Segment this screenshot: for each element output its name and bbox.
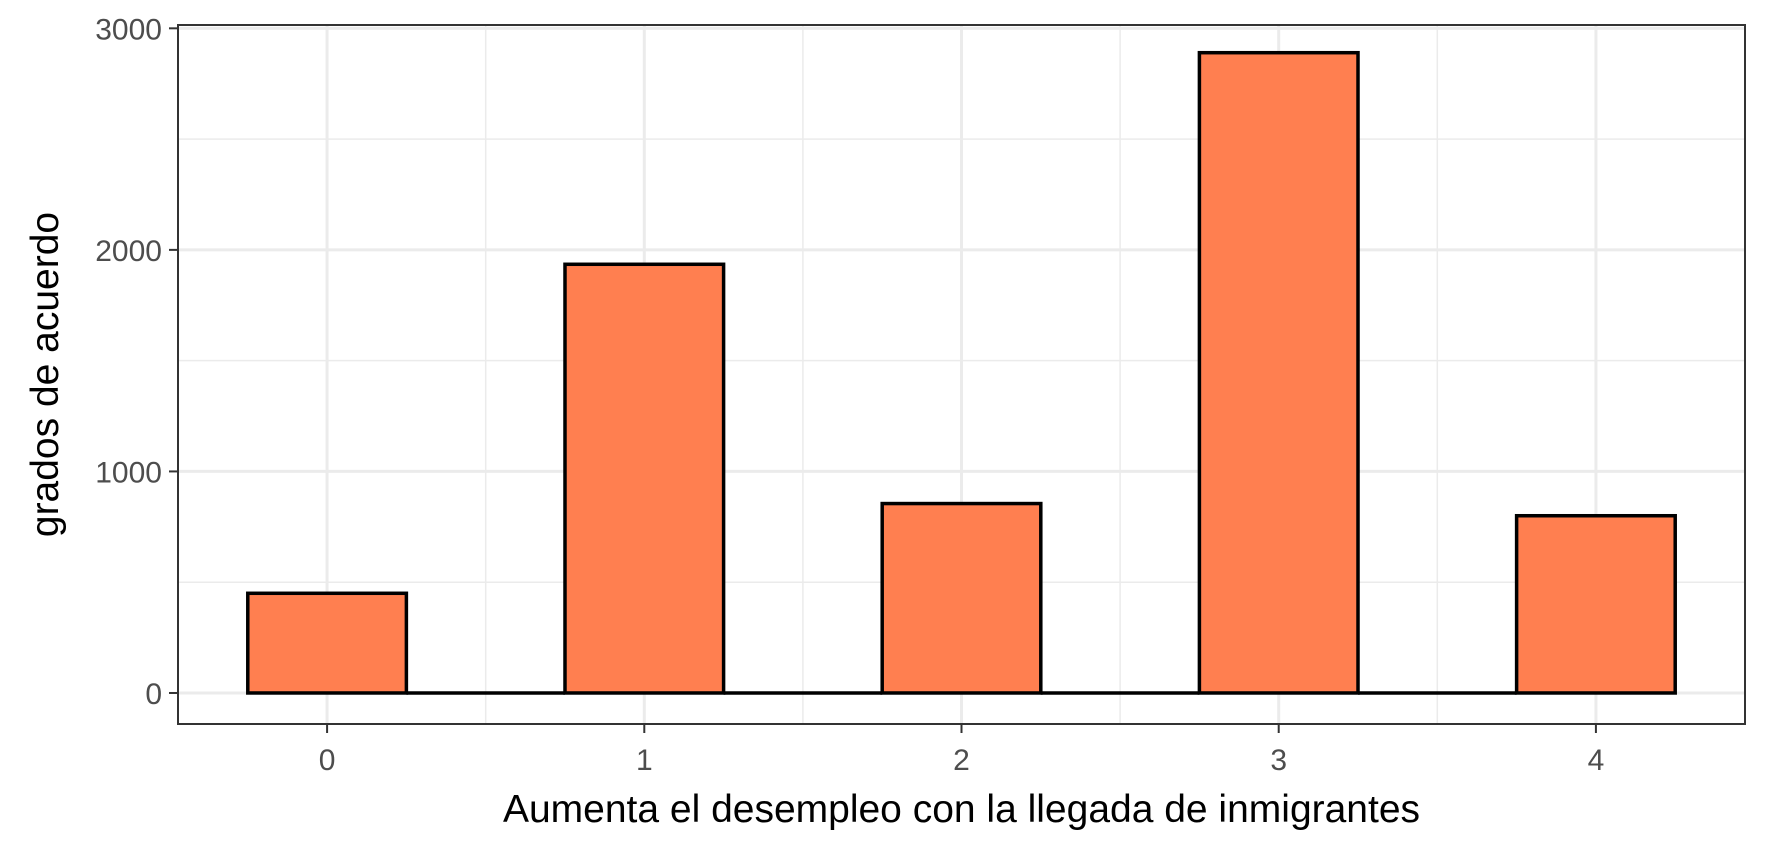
axes: 0 1000 2000 3000 0 1 2 3 4 bbox=[95, 13, 1604, 777]
bar-2 bbox=[880, 501, 1043, 695]
bar-3 bbox=[1197, 50, 1360, 695]
x-tick-label: 2 bbox=[953, 744, 970, 777]
y-tick-label: 3000 bbox=[95, 13, 162, 46]
x-tick-label: 1 bbox=[636, 744, 653, 777]
y-tick-label: 0 bbox=[145, 678, 162, 711]
bar-1 bbox=[563, 262, 726, 695]
x-axis-title: Aumenta el desempleo con la llegada de i… bbox=[503, 788, 1420, 831]
x-tick-label: 0 bbox=[319, 744, 336, 777]
y-tick-label: 1000 bbox=[95, 456, 162, 489]
bars bbox=[246, 50, 1677, 695]
x-tick-label: 3 bbox=[1270, 744, 1287, 777]
bar-4 bbox=[1514, 513, 1677, 695]
y-tick-label: 2000 bbox=[95, 235, 162, 268]
bar-0 bbox=[246, 591, 409, 695]
x-tick-label: 4 bbox=[1588, 744, 1605, 777]
y-axis-title: grados de acuerdo bbox=[24, 212, 67, 537]
